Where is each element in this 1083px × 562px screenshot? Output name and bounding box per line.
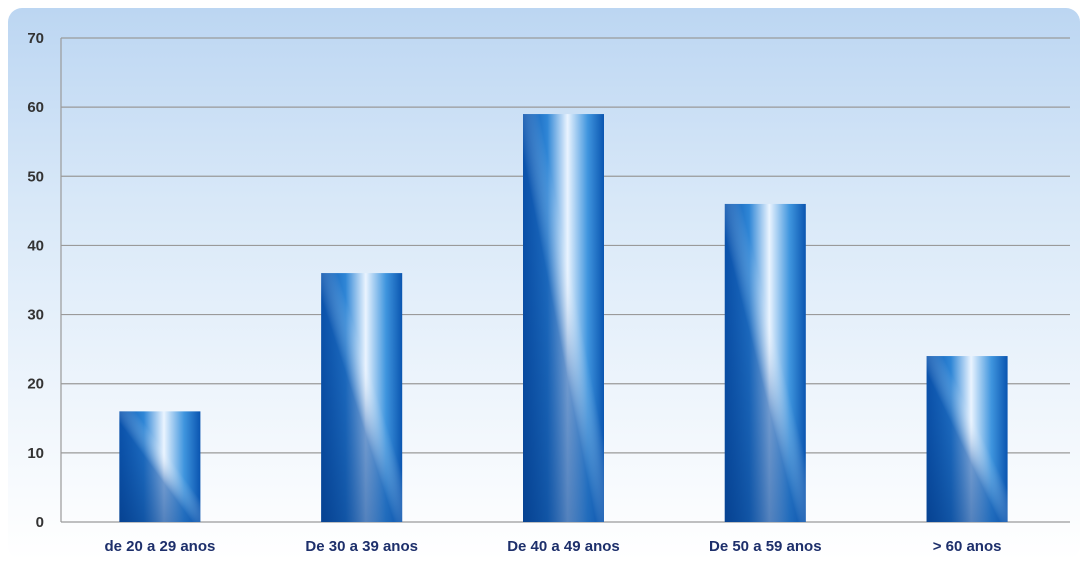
y-tick-label: 40: [27, 237, 44, 254]
bars: [119, 114, 1008, 523]
x-category-label: De 50 a 59 anos: [709, 538, 822, 555]
y-tick-label: 30: [27, 307, 44, 324]
bar: [523, 114, 604, 523]
bar-chart: 0 10 20 30 40 50 60 70 de 20 a 29 anos De 30 a 3…: [27, 30, 1070, 555]
y-tick-label: 10: [27, 445, 44, 462]
chart-frame: 0 10 20 30 40 50 60 70 de 20 a 29 anos De 30 a 3…: [8, 8, 1080, 560]
y-tick-label: 70: [27, 30, 44, 47]
x-category-label: De 40 a 49 anos: [507, 538, 620, 555]
bar: [926, 356, 1008, 522]
bar: [119, 411, 201, 522]
x-axis-labels: de 20 a 29 anos De 30 a 39 anos De 40 a 49…: [104, 538, 1001, 555]
bar: [321, 273, 403, 522]
y-tick-label: 20: [27, 376, 44, 393]
bar: [724, 203, 806, 522]
y-tick-label: 60: [27, 99, 44, 116]
x-category-label: de 20 a 29 anos: [104, 538, 215, 555]
y-tick-label: 0: [36, 514, 44, 531]
x-category-label: > 60 anos: [933, 538, 1002, 555]
y-axis-ticks: 0 10 20 30 40 50 60 70: [27, 30, 44, 531]
x-category-label: De 30 a 39 anos: [305, 538, 418, 555]
y-tick-label: 50: [27, 168, 44, 185]
